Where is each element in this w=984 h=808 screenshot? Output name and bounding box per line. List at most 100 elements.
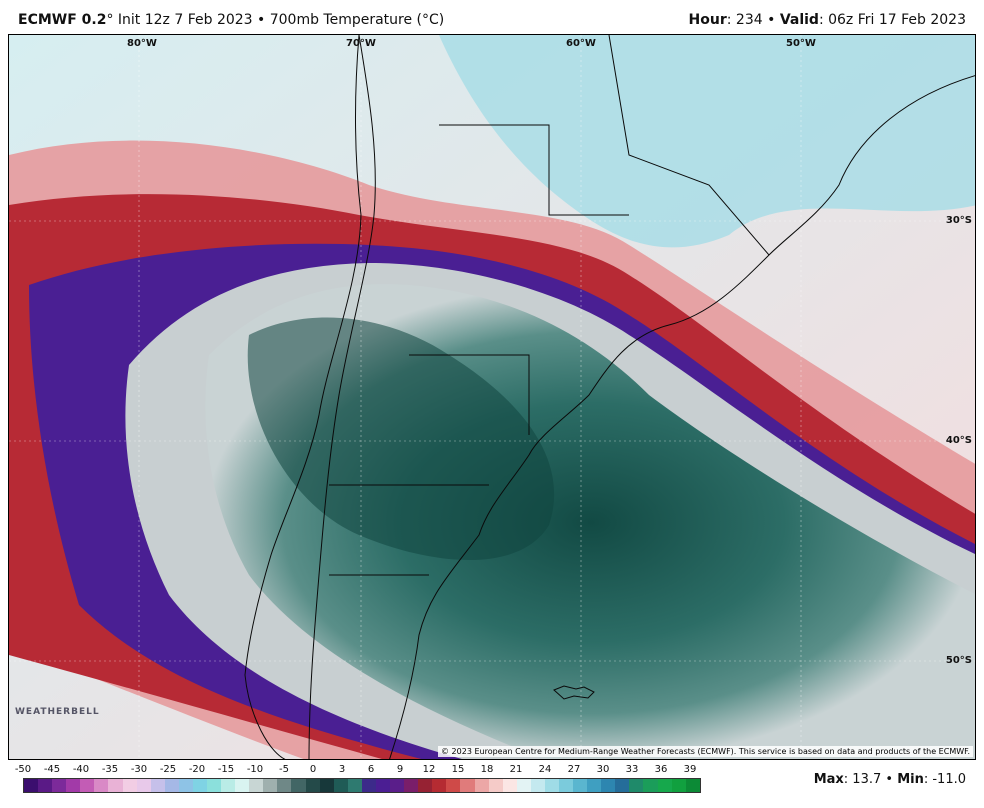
colorbar-swatch [404,779,419,792]
hour-value: : 234 • [726,12,780,28]
colorbar-swatch [516,779,531,792]
colorbar-swatch [52,779,67,792]
colorbar-swatch [615,779,630,792]
colorbar-swatch [80,779,95,792]
colorbar-tick-label: 3 [338,764,346,775]
valid-label: Valid [779,12,819,28]
colorbar-swatch [347,779,362,792]
colorbar-swatch [178,779,193,792]
colorbar-swatch [108,779,123,792]
map-panel[interactable]: 80°W 70°W 60°W 50°W 30°S 40°S 50°S WEATH… [8,34,976,760]
init-description: ° Init 12z 7 Feb 2023 • 700mb Temperatur… [106,12,445,28]
colorbar-swatch [38,779,53,792]
colorbar-tick-label: -10 [246,764,264,775]
colorbar-tick-label: 15 [451,764,465,775]
colorbar-tick-label: 24 [538,764,552,775]
colorbar-swatch [530,779,545,792]
country-border-3 [409,354,530,435]
colorbar-tick-label: 9 [396,764,404,775]
colorbar-tick-label: -45 [43,764,61,775]
falkland-islands [553,685,595,700]
colorbar-tick-label: -25 [159,764,177,775]
colorbar-tick-labels: -50 -45 -40 -35 -30 -25 -20 -15 -10 -5 0 3 6 9 12 15 18 2… [0,764,720,778]
colorbar-tick-label: -5 [279,764,289,775]
colorbar-swatch [361,779,376,792]
header: ECMWF 0.2° Init 12z 7 Feb 2023 • 700mb T… [0,0,984,34]
temperature-colorbar [23,778,701,793]
colorbar-tick-label: 6 [367,764,375,775]
temperature-map [9,35,975,759]
valid-value: : 06z Fri 17 Feb 2023 [818,12,966,28]
lon-label-60w: 60°W [566,38,596,49]
colorbar-tick-label: 36 [654,764,668,775]
colorbar-swatch [460,779,475,792]
andes-border [308,35,376,759]
colorbar-tick-label: 33 [625,764,639,775]
min-label: Min [897,772,924,787]
lon-label-80w: 80°W [127,38,157,49]
colorbar-swatch [558,779,574,792]
colorbar-swatch [249,779,264,792]
header-title: ECMWF 0.2° Init 12z 7 Feb 2023 • 700mb T… [18,12,444,28]
colorbar-swatch [122,779,137,792]
colorbar-swatch [601,779,616,792]
colorbar-swatch [263,779,278,792]
colorbar-swatch [235,779,250,792]
colorbar-swatch [136,779,151,792]
colorbar-swatch [305,779,320,792]
colorbar-swatch [207,779,222,792]
hour-label: Hour [688,12,727,28]
lon-label-50w: 50°W [786,38,816,49]
colorbar-tick-label: 0 [309,764,317,775]
colorbar-swatch [643,779,658,792]
lat-label-30s: 30°S [945,215,972,226]
max-min-readout: Max: 13.7 • Min: -11.0 [814,772,966,787]
weatherbell-logo: WEATHERBELL [15,707,100,717]
coastlines [244,35,975,759]
colorbar-tick-label: 30 [596,764,610,775]
colorbar-swatch [333,779,348,792]
max-label: Max [813,772,844,787]
colorbar-tick-label: 27 [567,764,581,775]
south-america-east-coast [389,75,975,759]
colorbar-swatch [671,779,686,792]
country-border-2 [608,35,770,256]
colorbar-swatch [657,779,672,792]
colorbar-swatch [94,779,109,792]
colorbar-swatch [291,779,306,792]
colorbar-tick-label: 21 [509,764,523,775]
colorbar-swatch [418,779,433,792]
colorbar-swatch [587,779,602,792]
colorbar-swatch [192,779,208,792]
colorbar-swatch [375,779,391,792]
colorbar-swatch [24,779,39,792]
header-valid-time: Hour: 234 • Valid: 06z Fri 17 Feb 2023 [689,12,966,28]
colorbar-swatch [432,779,447,792]
colorbar-swatch [319,779,334,792]
max-value: : 13.7 • [843,772,898,787]
colorbar-swatch [474,779,489,792]
colorbar-swatch [150,779,165,792]
colorbar-tick-label: -30 [130,764,148,775]
model-name: ECMWF 0.2 [18,12,107,28]
colorbar-swatch [390,779,405,792]
lat-label-50s: 50°S [945,655,972,666]
colorbar-tick-label: 39 [683,764,697,775]
colorbar-swatch [573,779,588,792]
colorbar-tick-label: -20 [188,764,206,775]
colorbar-swatch [277,779,292,792]
country-border-1 [439,124,629,216]
colorbar-swatch [544,779,559,792]
colorbar-swatch [446,779,461,792]
colorbar-swatch [221,779,236,792]
colorbar-swatch [488,779,503,792]
colorbar-swatch [502,779,517,792]
colorbar-tick-label: -40 [72,764,90,775]
copyright-notice: © 2023 European Centre for Medium-Range … [438,746,973,757]
min-value: : -11.0 [923,772,966,787]
colorbar-swatch [629,779,644,792]
cool-region-northeast [439,35,975,248]
colorbar-swatch [685,779,700,792]
colorbar-swatch [66,779,81,792]
colorbar-tick-label: -50 [14,764,32,775]
